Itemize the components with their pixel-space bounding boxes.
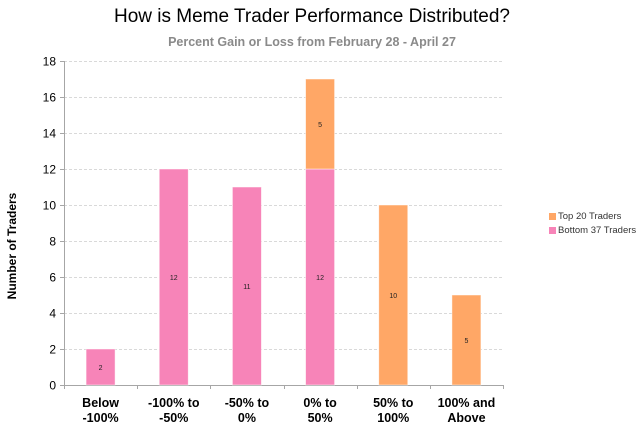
y-tick-label: 2 bbox=[49, 343, 56, 357]
bar-segment bbox=[305, 78, 335, 170]
legend-label-top-20: Top 20 Traders bbox=[558, 210, 622, 222]
x-category-label: Below bbox=[82, 396, 119, 410]
y-tick-label: 10 bbox=[43, 199, 57, 213]
y-tick-label: 6 bbox=[49, 271, 56, 285]
legend-swatch-top-20 bbox=[549, 212, 556, 220]
x-category-label: -100% bbox=[83, 411, 119, 425]
chart-subtitle: Percent Gain or Loss from February 28 - … bbox=[168, 35, 456, 49]
bar-segment bbox=[85, 348, 116, 386]
bar-segment bbox=[451, 294, 482, 386]
legend-item-bottom-37: Bottom 37 Traders bbox=[549, 223, 636, 237]
y-tick-label: 18 bbox=[43, 55, 57, 69]
x-category-label: -50% bbox=[159, 411, 188, 425]
bar-data-label: 10 bbox=[389, 293, 397, 300]
chart-title: How is Meme Trader Performance Distribut… bbox=[114, 6, 510, 27]
x-category-label: 0% to bbox=[303, 396, 337, 410]
bar-segment bbox=[305, 168, 335, 386]
x-category-label: 50% bbox=[308, 411, 333, 425]
bar-segment bbox=[378, 204, 409, 386]
chart-legend: Top 20 Traders Bottom 37 Traders bbox=[549, 209, 636, 237]
legend-label-bottom-37: Bottom 37 Traders bbox=[558, 224, 637, 236]
x-category-label: 50% to bbox=[373, 396, 414, 410]
y-tick-label: 0 bbox=[49, 379, 56, 393]
bar-data-label: 5 bbox=[464, 338, 468, 345]
x-category-label: 100% and bbox=[438, 396, 496, 410]
y-tick-label: 4 bbox=[49, 307, 56, 321]
bar-segment bbox=[158, 168, 189, 386]
y-tick-label: 16 bbox=[43, 91, 57, 105]
x-category-label: 0% bbox=[238, 411, 256, 425]
legend-swatch-bottom-37 bbox=[549, 226, 556, 234]
x-category-label: 100% bbox=[377, 411, 409, 425]
bar-data-label: 12 bbox=[170, 275, 178, 282]
bar-data-label: 2 bbox=[99, 365, 103, 372]
x-category-label: -100% to bbox=[148, 396, 200, 410]
y-tick-label: 12 bbox=[43, 163, 57, 177]
y-tick-label: 8 bbox=[49, 235, 56, 249]
bar-data-label: 11 bbox=[243, 284, 250, 291]
y-tick-label: 14 bbox=[43, 127, 57, 141]
bar-data-label: 5 bbox=[318, 122, 322, 129]
bar-segment bbox=[232, 186, 262, 386]
x-category-label: -50% to bbox=[225, 396, 270, 410]
bar-data-label: 12 bbox=[316, 275, 324, 282]
x-category-label: Above bbox=[447, 411, 485, 425]
legend-item-top-20: Top 20 Traders bbox=[549, 209, 636, 223]
